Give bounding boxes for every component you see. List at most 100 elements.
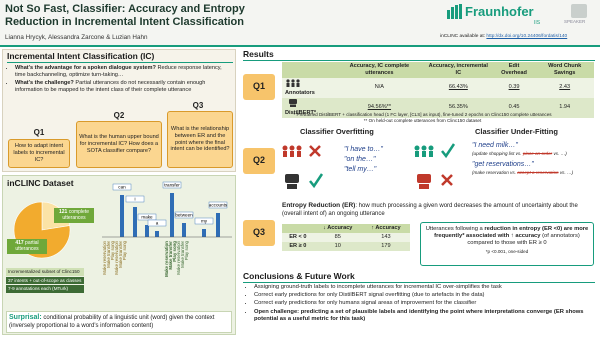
pie-label: 121 complete utterances [54,208,94,223]
corner [282,224,314,233]
word-bar [120,195,124,237]
fact: 37 intents + out-of-scope as classes [6,276,84,285]
results-rule [243,60,595,61]
icon [415,151,419,157]
er-def: : how much processing a given word decre… [282,203,578,217]
intro-bullet: What's the advantage for a spoken dialog… [15,65,233,79]
icon [429,151,433,157]
bullet-a: Partial utterances do not necessarily co… [15,79,206,93]
intent-label: Play song [122,240,127,260]
col-header: ↓ Accuracy [323,225,353,231]
challenge-text: predicting a set of plausible labels and… [254,308,584,322]
er-definition: Entropy Reduction (ER): how much process… [282,202,595,218]
icon [282,145,288,151]
header-rule [0,45,600,47]
logo-mark [447,4,462,19]
people-green [414,145,434,157]
intent-label: Make reservation [176,240,181,274]
bullet-q: What's the advantage for a spoken dialog… [15,65,156,71]
footnote: ** On held-out complete utterances from … [363,117,482,123]
intent-label: Make transfer [118,240,123,267]
footnote: * Pretrained DistilBERT + classification… [293,112,552,117]
word: my [201,218,208,223]
cell: 0.39 [508,84,520,91]
finding-part: Utterances following a [425,226,485,232]
col-header: Word Chunk Savings [548,63,582,76]
icon [417,174,431,183]
people-red [282,145,302,157]
question: What is the relationship between ER and … [167,111,233,168]
q-label: Q2 [113,111,125,120]
icon [297,151,301,157]
row-header: DistilBERT* [282,98,335,118]
icon [421,145,427,151]
bullet-q: What's the challenge? [15,79,74,86]
alt-struck: place an order [522,150,553,156]
word-bar [145,225,149,237]
icon [285,174,299,183]
word-bar [182,223,186,237]
quote: "I need milk…" [472,142,518,149]
pie-text: partial utterances [15,240,39,253]
intro-bullets: What's the advantage for a spoken dialog… [7,65,233,95]
row-label: DistilBERT* [285,109,317,116]
title: Not So Fast, Classifier: Accuracy and En… [5,3,245,28]
word-bar [202,229,206,237]
word: make [141,214,153,219]
table-header: ↓ Accuracy ↑ Accuracy [282,224,410,233]
table-row: ER ≥ 0 10 179 [282,241,410,251]
link-line: inCLINC available at: http://dx.doi.org/… [440,34,567,40]
word-box [208,201,228,209]
word-box [112,183,132,191]
authors: Lianna Hrycyk, Alessandra Zarcone & Luzi… [5,34,148,41]
icon [287,184,297,189]
col-header: Edit Overhead [501,63,527,76]
cell: 56.35% [448,104,468,111]
col-header: Accuracy, incremental IC [428,63,488,76]
challenge-label: Open challenge: [254,308,300,315]
dataset-panel [2,175,236,335]
row-header: ER < 0 [289,233,307,240]
table-header: Accuracy, IC complete utterances Accurac… [282,62,594,78]
project: SPEAKER [564,19,586,24]
quote: "get reservations…" [472,161,534,169]
pie-count: 417 [15,240,24,246]
robot-red [417,174,431,189]
overfit-title: Classifier Overfitting [300,127,374,136]
people-icon [286,79,300,87]
conclusion: Correct early predictions for only Disti… [254,292,596,299]
conclusions-rule [243,282,595,283]
alt-pre: (update shopping list vs. [472,150,522,156]
underfit-icons [414,143,456,189]
alternatives: (make reservation vs. accept a reservati… [472,170,597,176]
conclusions-title: Conclusions & Future Work [243,271,355,281]
link[interactable]: http://dx.doi.org/10.24406/fordatis/140 [486,34,568,39]
question: What is the human upper bound for increm… [76,121,162,168]
row-header: ER ≥ 0 [289,242,307,249]
robot-icon [289,98,297,107]
intro-bullet: What's the challenge? Partial utterances… [15,80,233,94]
q-tab: Q3 [243,220,275,246]
word: i [134,196,135,201]
robot [285,174,299,189]
finding-part: (of annotators) compared to those with E… [467,233,580,247]
intro-title: Incremental Intent Classification (IC) [7,51,155,61]
q-label: Q1 [33,128,45,137]
icon [419,184,429,189]
word-bar [155,231,159,237]
q-label: Q3 [192,101,204,110]
org-unit: IIS [534,20,541,26]
pie-label: 417 partial utterances [7,239,47,254]
conclusion: Assigning ground-truth labels to incompl… [254,284,596,291]
icon [291,82,295,87]
word: accounts [209,202,228,207]
conclusion: Correct early predictions for only human… [254,300,596,307]
word-bar [216,213,220,237]
table-row: Annotators N/A 66.43% 0.39 2.43 [282,77,594,98]
alt-post: vs. …) [559,170,574,176]
word-box [125,195,145,203]
finding-note: *p <0.001, one-sided [485,248,529,254]
alt-pre: (make reservation vs. [472,170,516,176]
